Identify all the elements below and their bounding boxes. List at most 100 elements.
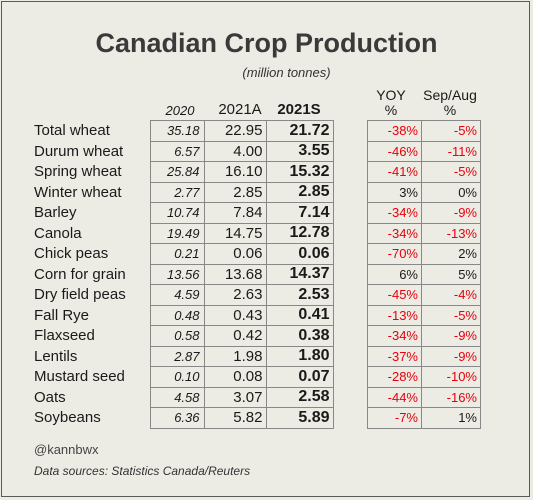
page-subtitle: (million tonnes) xyxy=(242,65,331,80)
value-sepaug: 1% xyxy=(421,407,481,429)
value-2021s: 0.07 xyxy=(265,366,334,388)
crop-name: Total wheat xyxy=(34,122,110,140)
value-2021s: 12.78 xyxy=(265,222,334,244)
value-2021s: 0.06 xyxy=(265,243,334,265)
crop-name: Dry field peas xyxy=(34,286,126,304)
value-2020: 0.48 xyxy=(149,304,205,326)
crop-name: Fall Rye xyxy=(34,306,90,324)
crop-name: Lentils xyxy=(34,347,78,365)
data-source: Data sources: Statistics Canada/Reuters xyxy=(34,464,251,478)
table-row: Barley 10.74 7.84 7.14 xyxy=(34,202,334,224)
value-sepaug: -9% xyxy=(421,202,481,224)
header-2021s: 2021S xyxy=(277,101,321,118)
crop-name: Canola xyxy=(34,224,82,242)
value-2021a: 1.98 xyxy=(203,345,267,367)
value-2020: 4.58 xyxy=(149,386,205,408)
table-row: Corn for grain 13.56 13.68 14.37 xyxy=(34,263,334,285)
value-2021a: 13.68 xyxy=(203,263,267,285)
crop-name: Mustard seed xyxy=(34,368,125,386)
value-yoy: -7% xyxy=(367,407,422,429)
crop-name: Durum wheat xyxy=(34,142,124,160)
value-2020: 6.57 xyxy=(149,140,205,162)
value-sepaug: 2% xyxy=(421,243,481,265)
table-row: Lentils 2.87 1.98 1.80 xyxy=(34,345,334,367)
crop-name: Flaxseed xyxy=(34,327,95,345)
table-row: -37% -9% xyxy=(367,345,481,367)
value-2020: 0.21 xyxy=(149,243,205,265)
value-2021a: 5.82 xyxy=(203,407,267,429)
value-2021s: 14.37 xyxy=(265,263,334,285)
value-2021s: 21.72 xyxy=(265,120,334,142)
value-sepaug: -10% xyxy=(421,366,481,388)
header-sepaug-unit: % xyxy=(443,102,457,118)
header-yoy-unit: % xyxy=(384,102,398,118)
value-2021a: 4.00 xyxy=(203,140,267,162)
value-2021s: 2.58 xyxy=(265,386,334,408)
value-2020: 13.56 xyxy=(149,263,205,285)
table-row: -28% -10% xyxy=(367,366,481,388)
table-row: -46% -11% xyxy=(367,140,481,162)
table-row: Spring wheat 25.84 16.10 15.32 xyxy=(34,161,334,183)
table-row: 3% 0% xyxy=(367,181,481,203)
value-yoy: -34% xyxy=(367,325,422,347)
value-yoy: -34% xyxy=(367,202,422,224)
value-sepaug: -9% xyxy=(421,325,481,347)
author-handle: @kannbwx xyxy=(34,442,99,457)
value-yoy: -46% xyxy=(367,140,422,162)
value-2020: 2.87 xyxy=(149,345,205,367)
table-row: Flaxseed 0.58 0.42 0.38 xyxy=(34,325,334,347)
crop-name: Spring wheat xyxy=(34,163,122,181)
value-yoy: -37% xyxy=(367,345,422,367)
value-2020: 35.18 xyxy=(149,120,205,142)
table-row: Winter wheat 2.77 2.85 2.85 xyxy=(34,181,334,203)
value-2020: 6.36 xyxy=(149,407,205,429)
value-2021s: 2.85 xyxy=(265,181,334,203)
table-row: -34% -9% xyxy=(367,202,481,224)
value-sepaug: -5% xyxy=(421,304,481,326)
value-2021a: 0.42 xyxy=(203,325,267,347)
value-2021a: 2.63 xyxy=(203,284,267,306)
value-2021a: 2.85 xyxy=(203,181,267,203)
value-yoy: -70% xyxy=(367,243,422,265)
value-2020: 25.84 xyxy=(149,161,205,183)
table-row: -13% -5% xyxy=(367,304,481,326)
value-sepaug: -16% xyxy=(421,386,481,408)
value-2021s: 0.38 xyxy=(265,325,334,347)
change-table-body: -38% -5% -46% -11% -41% -5% 3% 0% -34% -9% -34% -13… xyxy=(367,120,481,429)
value-yoy: -34% xyxy=(367,222,422,244)
table-row: Chick peas 0.21 0.06 0.06 xyxy=(34,243,334,265)
header-2021a: 2021A xyxy=(218,101,262,118)
value-yoy: -41% xyxy=(367,161,422,183)
value-2021a: 14.75 xyxy=(203,222,267,244)
value-sepaug: 5% xyxy=(421,263,481,285)
value-2021a: 3.07 xyxy=(203,386,267,408)
value-sepaug: -5% xyxy=(421,161,481,183)
table-row: -45% -4% xyxy=(367,284,481,306)
value-2021s: 5.89 xyxy=(265,407,334,429)
table-row: -70% 2% xyxy=(367,243,481,265)
value-yoy: -38% xyxy=(367,120,422,142)
value-2020: 4.59 xyxy=(149,284,205,306)
table-row: 6% 5% xyxy=(367,263,481,285)
value-yoy: -28% xyxy=(367,366,422,388)
table-row: Soybeans 6.36 5.82 5.89 xyxy=(34,407,334,429)
value-2021a: 7.84 xyxy=(203,202,267,224)
value-2020: 0.10 xyxy=(149,366,205,388)
table-row: Oats 4.58 3.07 2.58 xyxy=(34,386,334,408)
crop-name: Chick peas xyxy=(34,245,109,263)
value-2021a: 22.95 xyxy=(203,120,267,142)
value-2021a: 0.06 xyxy=(203,243,267,265)
production-table-body: Total wheat 35.18 22.95 21.72 Durum wheat 6.5… xyxy=(34,120,334,429)
table-row: Canola 19.49 14.75 12.78 xyxy=(34,222,334,244)
value-sepaug: -11% xyxy=(421,140,481,162)
header-2020: 2020 xyxy=(165,103,195,118)
table-row: -44% -16% xyxy=(367,386,481,408)
header-yoy-label: YOY xyxy=(376,87,406,103)
value-2021s: 7.14 xyxy=(265,202,334,224)
table-row: Dry field peas 4.59 2.63 2.53 xyxy=(34,284,334,306)
value-2021s: 2.53 xyxy=(265,284,334,306)
value-2021s: 3.55 xyxy=(265,140,334,162)
table-row: Mustard seed 0.10 0.08 0.07 xyxy=(34,366,334,388)
table-row: Total wheat 35.18 22.95 21.72 xyxy=(34,120,334,142)
